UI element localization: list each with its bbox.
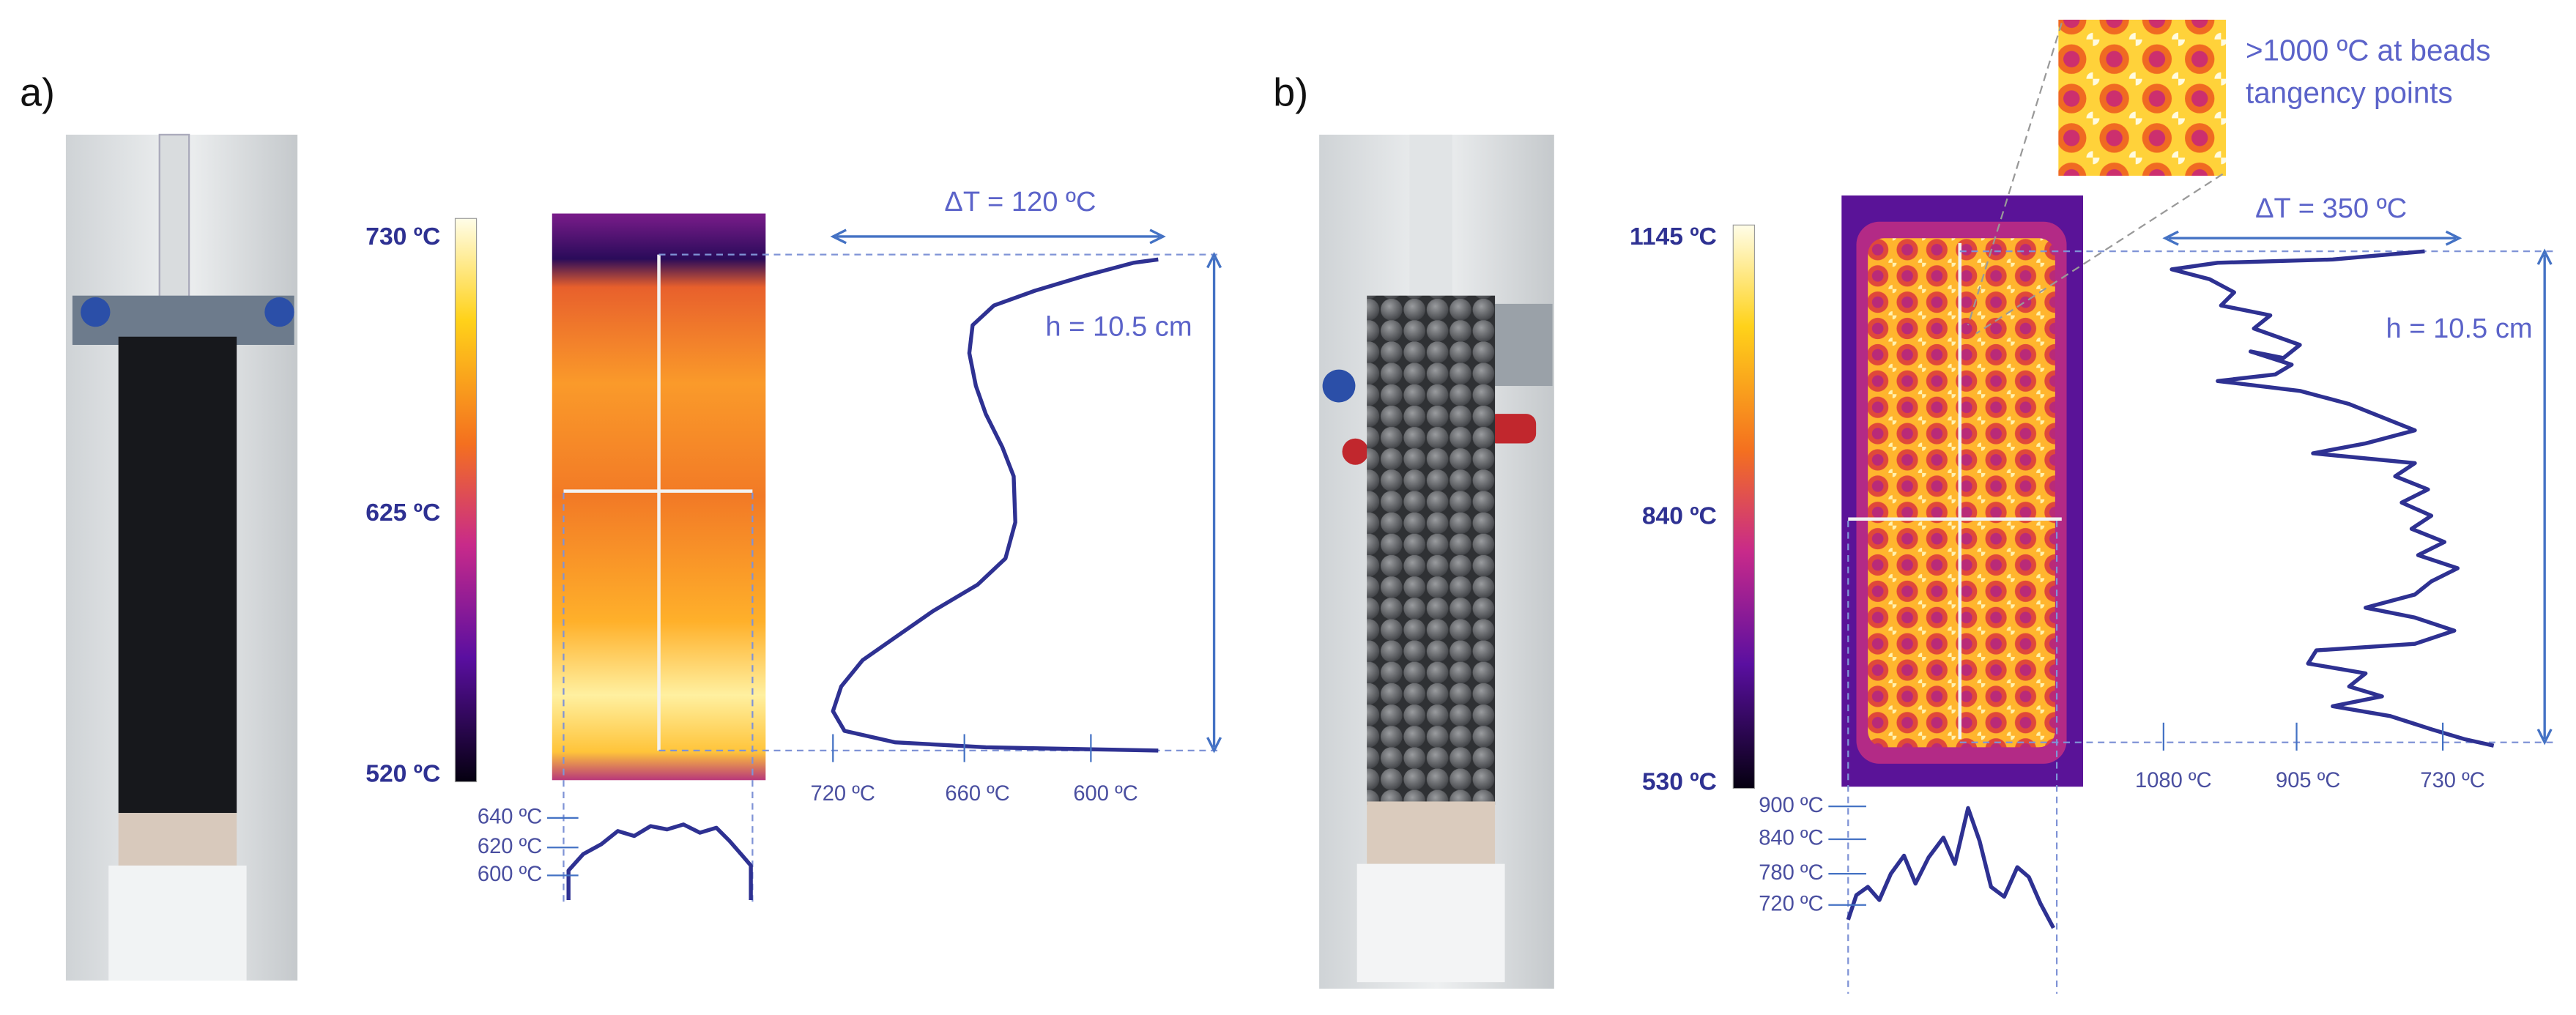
profile-tick-label: 620 ºC [478,835,542,858]
panel-label: a) [20,70,55,114]
arrows-a [830,228,1222,754]
colorbar-b [1732,224,1755,789]
profile-tick-label: 640 ºC [478,806,542,829]
x-tick-label: 905 ºC [2276,769,2340,792]
colorbar-label: 520 ºC [365,760,440,787]
guides-a [563,253,1220,904]
axis-ticks-b [2162,722,2444,751]
x-tick-label: 660 ºC [945,782,1009,806]
temperature-profile-b [2169,249,2495,748]
profile-tick-label: 780 ºC [1759,861,1823,885]
profile-tick-label: 720 ºC [1759,892,1823,915]
delta-t-label: ΔT = 350 ºC [2255,193,2407,224]
x-tick-label: 720 ºC [811,782,875,806]
height-label: h = 10.5 cm [2386,313,2532,344]
photo-b [1319,134,1554,989]
x-tick-label: 600 ºC [1073,782,1137,806]
profile-tick-label: 900 ºC [1759,794,1823,817]
profile-ticks-a [547,817,579,877]
inset-note: >1000 ºC at beads [2246,33,2491,67]
x-tick-label: 730 ºC [2420,769,2484,792]
delta-t-label: ΔT = 120 ºC [944,186,1096,218]
x-tick-label: 1080 ºC [2135,769,2212,792]
inset-image [2058,19,2227,176]
colorbar-label: 1145 ºC [1630,223,1717,250]
inset-note: tangency points [2246,76,2453,110]
height-label: h = 10.5 cm [1045,311,1192,343]
axis-ticks-a [832,734,1092,762]
colorbar-label: 530 ºC [1642,769,1717,796]
profile-tick-label: 600 ºC [478,863,542,886]
thermal-image-b [1841,195,2083,787]
temperature-profile-a [831,257,1159,753]
profile-tick-label: 840 ºC [1759,827,1823,850]
photo-a [65,133,298,981]
horizontal-profile-a [566,822,753,901]
colorbar-label: 840 ºC [1642,502,1717,529]
panel-label: b) [1273,70,1308,114]
profile-ticks-b [1828,806,1866,906]
colorbar-a [454,218,478,783]
colorbar-label: 730 ºC [365,223,440,250]
arrows-b [2162,230,2553,746]
inset-leaders [1967,23,2224,335]
colorbar-label: 625 ºC [365,499,440,527]
horizontal-profile-b [1846,806,2055,929]
